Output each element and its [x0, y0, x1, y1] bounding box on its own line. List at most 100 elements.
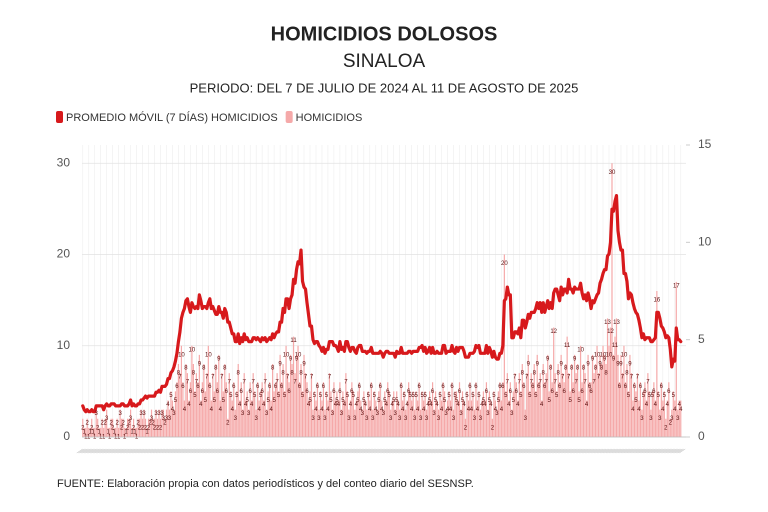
bar-value-label: 5	[434, 398, 438, 404]
bar-value-label: 5	[373, 393, 377, 399]
bar	[454, 391, 456, 437]
bar	[463, 400, 465, 437]
bar-value-label: 9	[295, 356, 299, 362]
bar	[585, 400, 588, 437]
bar	[364, 400, 366, 437]
x-tick	[641, 448, 649, 454]
bar-value-label: 2	[226, 420, 230, 426]
x-tick	[490, 448, 498, 454]
moving-average-line	[81, 194, 683, 414]
bar	[532, 382, 534, 437]
x-tick	[444, 448, 451, 454]
bar-value-label: 3	[658, 416, 662, 422]
bar	[318, 409, 320, 437]
bar	[94, 427, 96, 437]
x-tick	[239, 448, 246, 454]
x-tick	[507, 448, 514, 454]
bar-value-label: 5	[235, 393, 239, 399]
x-tick	[426, 448, 433, 454]
x-tick	[215, 448, 222, 454]
x-tick	[172, 448, 179, 454]
bar	[233, 382, 235, 437]
bar	[251, 400, 253, 437]
bar	[565, 364, 567, 437]
lines	[81, 194, 683, 414]
x-tick	[381, 448, 388, 454]
bar-value-label: 4	[679, 407, 683, 413]
bar	[197, 382, 199, 437]
bar-value-label: 8	[533, 371, 537, 377]
x-tick	[269, 448, 276, 454]
x-tick	[166, 448, 173, 454]
x-tick	[224, 448, 231, 454]
x-tick	[668, 448, 675, 454]
bar	[346, 391, 348, 437]
bar-value-label: 5	[577, 398, 581, 404]
bar	[467, 400, 470, 437]
bar	[162, 409, 165, 437]
bar	[252, 373, 254, 437]
bar	[502, 382, 504, 437]
bar	[245, 400, 247, 437]
bar-value-label: 4	[449, 407, 453, 413]
x-tick	[541, 448, 548, 454]
bar-value-label: 6	[201, 389, 205, 395]
x-tick	[100, 448, 107, 454]
x-tick	[647, 448, 654, 454]
bar-value-label: 5	[308, 398, 312, 404]
bar	[276, 373, 278, 437]
x-tick	[499, 448, 506, 454]
x-tick	[327, 448, 335, 454]
bar-value-label: 5	[301, 393, 305, 399]
bar	[388, 391, 390, 437]
bar	[328, 373, 331, 437]
bar-value-label: 3	[376, 411, 380, 417]
bar	[464, 418, 467, 437]
x-tick	[260, 448, 267, 454]
bar	[192, 364, 194, 437]
x-tick	[344, 448, 351, 454]
bar	[171, 400, 174, 437]
bar	[360, 400, 362, 437]
bar	[396, 391, 398, 437]
x-tick	[510, 448, 517, 454]
bar	[129, 409, 132, 437]
bar	[255, 409, 257, 437]
bar	[185, 364, 187, 437]
bar-value-label: 7	[530, 380, 534, 386]
bar-value-label: 9	[598, 361, 602, 367]
bar-value-label: 4	[257, 407, 261, 413]
x-tick	[632, 448, 640, 454]
bar-value-label: 6	[208, 384, 212, 390]
bar	[124, 427, 126, 437]
bar	[378, 391, 380, 437]
x-tick	[674, 448, 681, 454]
bar	[310, 373, 313, 437]
x-tick	[203, 448, 210, 454]
x-tick	[128, 448, 136, 454]
bar	[548, 391, 550, 437]
bar	[275, 382, 277, 437]
bar-value-label: 7	[561, 375, 565, 381]
x-tick	[353, 448, 360, 454]
bar-value-label: 5	[534, 393, 538, 399]
bar	[106, 409, 108, 437]
x-tick	[505, 448, 512, 454]
bar	[112, 418, 114, 437]
bar-value-label: 10	[600, 352, 607, 358]
x-tick	[221, 448, 228, 454]
x-tick	[245, 448, 252, 454]
bar	[449, 400, 452, 437]
x-tick	[522, 448, 529, 454]
x-tick	[626, 448, 634, 454]
x-tick	[324, 448, 332, 454]
bar	[107, 427, 109, 437]
bar	[330, 391, 332, 437]
x-tick	[209, 448, 216, 454]
bar-value-label: 6	[350, 389, 354, 395]
bar-value-label: 4	[507, 402, 511, 408]
bar-value-label: 4	[326, 407, 330, 413]
x-tick	[279, 448, 287, 454]
bar-value-label: 2	[111, 425, 115, 431]
bar	[152, 418, 154, 437]
